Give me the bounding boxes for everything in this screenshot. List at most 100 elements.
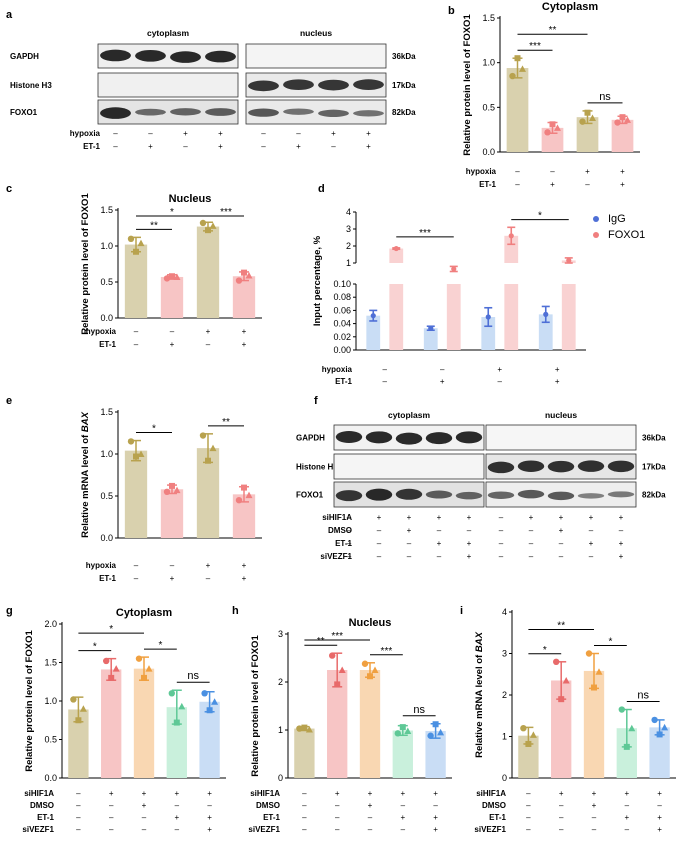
bar [133, 668, 155, 778]
condition-sign: – [347, 552, 352, 561]
condition-label: ET-1 [489, 813, 506, 822]
significance-label: ** [549, 25, 557, 36]
blot-band [135, 49, 166, 62]
condition-label: siHIF1A [250, 789, 280, 798]
blot-band [455, 431, 483, 444]
condition-sign: + [592, 789, 597, 798]
y-tick-label: 2 [346, 241, 351, 251]
condition-sign: – [109, 801, 114, 810]
condition-label: hypoxia [322, 365, 353, 374]
y-tick-label: 0.08 [333, 292, 351, 302]
panel-letter: f [314, 395, 318, 407]
blot-band [248, 80, 279, 92]
condition-sign: + [437, 539, 442, 548]
y-tick-label: 1 [502, 732, 507, 742]
condition-sign: + [467, 513, 472, 522]
bar [506, 68, 529, 152]
y-tick-label: 1 [346, 258, 351, 268]
data-point [79, 705, 87, 712]
condition-sign: + [585, 167, 590, 176]
condition-sign: + [207, 789, 212, 798]
data-point [211, 698, 219, 705]
condition-sign: – [170, 561, 175, 570]
condition-label: ET-1 [37, 813, 54, 822]
condition-label: DMSO [482, 801, 506, 810]
data-point [361, 660, 369, 667]
bar [160, 276, 184, 318]
bar [68, 709, 89, 778]
data-point [618, 706, 625, 713]
condition-sign: – [261, 129, 266, 138]
bar [583, 670, 605, 778]
bar [101, 669, 122, 778]
y-tick-label: 1.5 [100, 407, 113, 417]
condition-sign: + [368, 801, 373, 810]
panel-letter: a [6, 9, 13, 21]
data-point [169, 482, 175, 489]
significance-label: * [152, 424, 156, 435]
data-point [562, 676, 570, 684]
condition-sign: – [207, 801, 212, 810]
y-axis-label: Relative protein level of FOXO1 [462, 14, 473, 156]
condition-sign: + [592, 801, 597, 810]
blot-band [517, 460, 545, 472]
legend-marker [593, 216, 599, 222]
condition-sign: – [529, 552, 534, 561]
bar [538, 314, 553, 350]
significance-label: * [538, 211, 542, 222]
data-point [509, 72, 516, 80]
condition-sign: – [148, 129, 153, 138]
condition-sign: + [559, 513, 564, 522]
condition-label: ET-1 [99, 574, 116, 583]
bar [366, 315, 381, 350]
condition-sign: + [366, 142, 371, 151]
panel-letter: b [448, 5, 455, 17]
condition-sign: + [407, 513, 412, 522]
y-tick-label: 1.0 [100, 449, 113, 459]
blot-band [100, 49, 131, 62]
condition-sign: – [498, 377, 503, 386]
data-point [205, 227, 211, 234]
condition-sign: + [400, 789, 405, 798]
bar [649, 727, 670, 778]
condition-sign: – [76, 789, 81, 798]
y-tick-label: 0 [278, 773, 283, 783]
blot-band [318, 109, 349, 117]
condition-sign: – [529, 539, 534, 548]
data-point [585, 650, 593, 657]
condition-sign: – [302, 789, 307, 798]
bar [518, 735, 539, 778]
blot-row-label: Histone H3 [10, 81, 52, 90]
bar [160, 489, 184, 538]
blot-kda-label: 36kDa [642, 434, 666, 443]
condition-label: ET-1 [479, 180, 496, 189]
condition-sign: + [559, 789, 564, 798]
condition-sign: – [377, 552, 382, 561]
significance-label: ns [413, 704, 425, 716]
data-point [584, 109, 591, 116]
condition-sign: – [657, 801, 662, 810]
blot-band [335, 431, 363, 443]
condition-sign: – [170, 327, 175, 336]
y-tick-label: 1.5 [482, 13, 495, 23]
condition-sign: – [142, 825, 147, 834]
data-point [432, 721, 439, 728]
data-point [163, 275, 171, 282]
y-tick-label: 1.5 [100, 205, 113, 215]
blot-band [205, 50, 236, 63]
condition-label: hypoxia [70, 129, 101, 138]
condition-label: DMSO [30, 801, 54, 810]
data-point [245, 272, 253, 279]
bar [504, 235, 519, 263]
condition-sign: – [383, 365, 388, 374]
blot-strip [485, 424, 637, 451]
data-point [589, 114, 596, 122]
data-point [173, 273, 181, 280]
blot-header-left: cytoplasm [147, 28, 189, 38]
condition-sign: – [335, 801, 340, 810]
panel-letter: h [232, 605, 239, 617]
bar [196, 448, 220, 538]
data-point [209, 222, 217, 229]
condition-label: siVEZF1 [22, 825, 54, 834]
y-tick-label: 0.0 [44, 773, 57, 783]
